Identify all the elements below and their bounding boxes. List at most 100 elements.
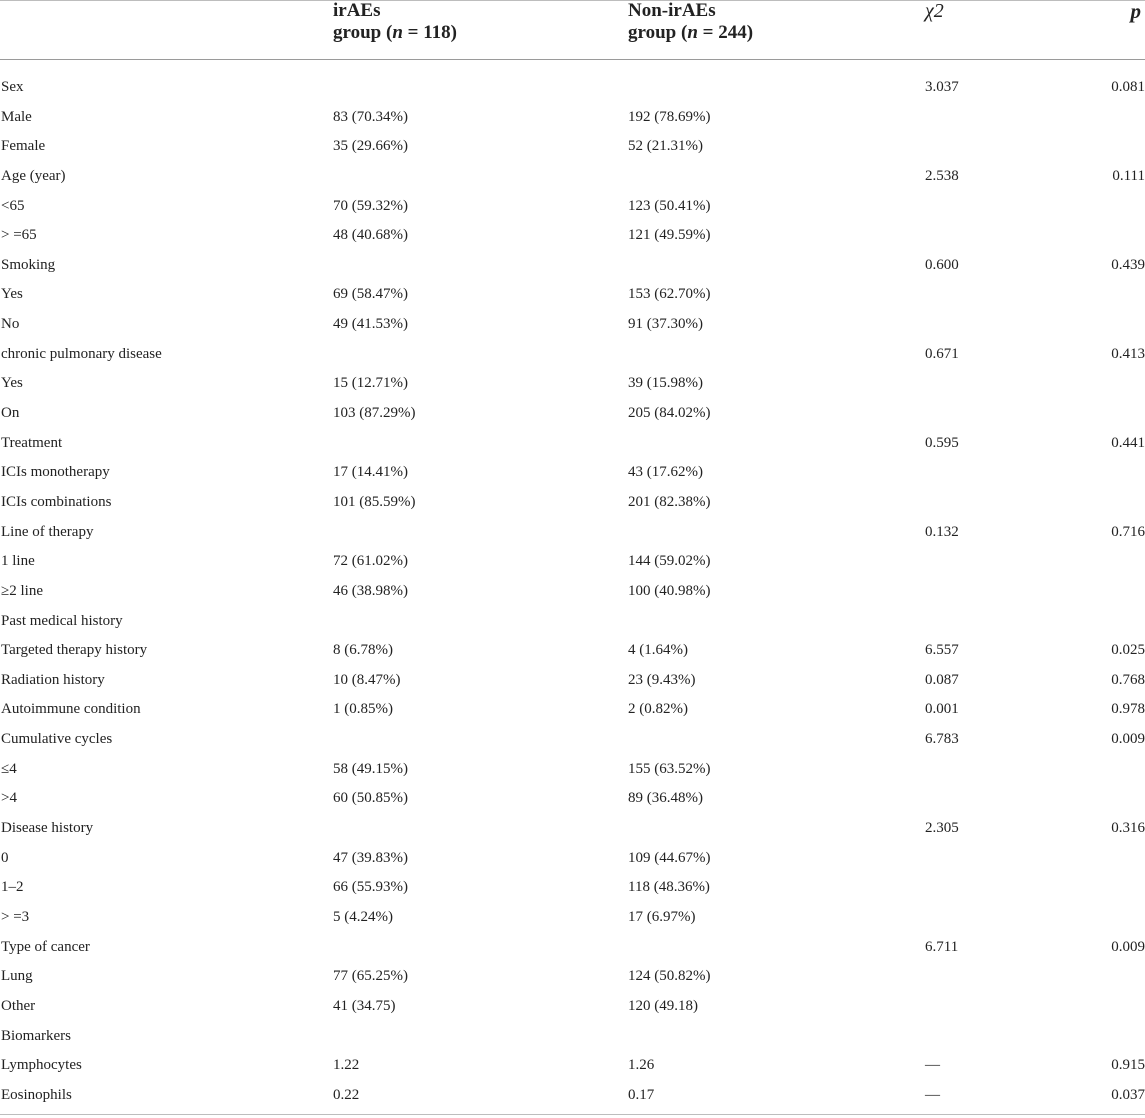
row-label: Female (1, 138, 46, 155)
row-label: On (1, 405, 20, 422)
table-row: ≤4 58 (49.15%) 155 (63.52%) (0, 754, 1145, 784)
header-non-iraes-group: Non-irAEs group (n = 244) (628, 0, 753, 44)
iraes-value: 101 (85.59%) (333, 493, 416, 510)
iraes-value: 10 (8.47%) (333, 671, 401, 688)
chi-square-value: 0.600 (925, 256, 959, 273)
chi-square-value: 6.783 (925, 731, 959, 748)
row-label: Other (1, 997, 36, 1014)
header-non-iraes-n: n (687, 22, 698, 43)
table-row: On 103 (87.29%) 205 (84.02%) (0, 398, 1145, 428)
p-value: 0.111 (1112, 167, 1145, 184)
iraes-value: 58 (49.15%) (333, 760, 408, 777)
row-label: Line of therapy (1, 523, 94, 540)
row-label: Targeted therapy history (1, 642, 148, 659)
chi-square-value: 6.711 (925, 938, 959, 955)
non-iraes-value: 205 (84.02%) (628, 405, 711, 422)
table-row: >4 60 (50.85%) 89 (36.48%) (0, 783, 1145, 813)
p-value: 0.009 (1111, 731, 1145, 748)
p-value: 0.768 (1111, 671, 1145, 688)
row-label: Smoking (1, 256, 56, 273)
table-row: Age (year) 2.538 0.111 (0, 161, 1145, 191)
non-iraes-value: 144 (59.02%) (628, 553, 711, 570)
table-body: Sex 3.037 0.081 Male 83 (70.34%) 192 (78.69%)… (0, 72, 1145, 1109)
iraes-value: 0.22 (333, 1086, 360, 1103)
table-row: Line of therapy 0.132 0.716 (0, 517, 1145, 547)
table-row: 1 line 72 (61.02%) 144 (59.02%) (0, 546, 1145, 576)
row-label: >4 (1, 790, 17, 807)
table-row: Autoimmune condition 1 (0.85%) 2 (0.82%) 0.… (0, 694, 1145, 724)
non-iraes-value: 39 (15.98%) (628, 375, 703, 392)
chi-square-value: 2.538 (925, 167, 959, 184)
iraes-value: 47 (39.83%) (333, 849, 408, 866)
row-label: Male (1, 108, 32, 125)
non-iraes-value: 100 (40.98%) (628, 582, 711, 599)
non-iraes-value: 43 (17.62%) (628, 464, 703, 481)
p-value: 0.037 (1111, 1086, 1145, 1103)
non-iraes-value: 91 (37.30%) (628, 316, 703, 333)
non-iraes-value: 0.17 (628, 1086, 655, 1103)
iraes-value: 60 (50.85%) (333, 790, 408, 807)
row-label: No (1, 316, 20, 333)
iraes-value: 15 (12.71%) (333, 375, 408, 392)
table-row: No 49 (41.53%) 91 (37.30%) (0, 309, 1145, 339)
row-label: Cumulative cycles (1, 731, 113, 748)
table-row: ≥2 line 46 (38.98%) 100 (40.98%) (0, 576, 1145, 606)
non-iraes-value: 52 (21.31%) (628, 138, 703, 155)
chi-square-value: 0.595 (925, 434, 959, 451)
non-iraes-value: 121 (49.59%) (628, 227, 711, 244)
row-label: Autoimmune condition (1, 701, 141, 718)
non-iraes-value: 2 (0.82%) (628, 701, 688, 718)
table-row: Sex 3.037 0.081 (0, 72, 1145, 102)
header-iraes-line2: group (n = 118) (333, 22, 457, 44)
iraes-value: 103 (87.29%) (333, 405, 416, 422)
row-label: ICIs combinations (1, 493, 112, 510)
table-row: > =3 5 (4.24%) 17 (6.97%) (0, 902, 1145, 932)
chi-square-value: 0.132 (925, 523, 959, 540)
p-value: 0.915 (1111, 1057, 1145, 1074)
top-rule (0, 0, 1145, 1)
table-row: Past medical history (0, 606, 1145, 636)
header-iraes-n: n (392, 22, 403, 43)
table-row: Targeted therapy history 8 (6.78%) 4 (1.64… (0, 635, 1145, 665)
iraes-value: 41 (34.75) (333, 997, 396, 1014)
chi-square-value: 6.557 (925, 642, 959, 659)
p-value: 0.413 (1111, 345, 1145, 362)
table-row: Eosinophils 0.22 0.17 — 0.037 (0, 1080, 1145, 1110)
non-iraes-value: 1.26 (628, 1057, 655, 1074)
iraes-value: 69 (58.47%) (333, 286, 408, 303)
header-p-value: p (1131, 0, 1142, 24)
header-non-iraes-line2: group (n = 244) (628, 22, 753, 44)
chi-square-value: — (925, 1057, 940, 1074)
non-iraes-value: 153 (62.70%) (628, 286, 711, 303)
header-non-iraes-pre: group ( (628, 22, 688, 43)
table-row: Lung 77 (65.25%) 124 (50.82%) (0, 961, 1145, 991)
header-non-iraes-post: = 244) (697, 22, 754, 43)
row-label: Treatment (1, 434, 63, 451)
p-value: 0.009 (1111, 938, 1145, 955)
table-row: Lymphocytes 1.22 1.26 — 0.915 (0, 1050, 1145, 1080)
non-iraes-value: 23 (9.43%) (628, 671, 696, 688)
non-iraes-value: 123 (50.41%) (628, 197, 711, 214)
row-label: Yes (1, 375, 23, 392)
non-iraes-value: 155 (63.52%) (628, 760, 711, 777)
iraes-value: 17 (14.41%) (333, 464, 408, 481)
iraes-value: 83 (70.34%) (333, 108, 408, 125)
chi-square-value: 0.671 (925, 345, 959, 362)
iraes-value: 35 (29.66%) (333, 138, 408, 155)
iraes-value: 77 (65.25%) (333, 968, 408, 985)
non-iraes-value: 120 (49.18) (628, 997, 698, 1014)
p-value: 0.025 (1111, 642, 1145, 659)
table-row: Male 83 (70.34%) 192 (78.69%) (0, 102, 1145, 132)
iraes-value: 1 (0.85%) (333, 701, 393, 718)
row-label: 1 line (1, 553, 35, 570)
non-iraes-value: 201 (82.38%) (628, 493, 711, 510)
row-label: Eosinophils (1, 1086, 72, 1103)
row-label: Biomarkers (1, 1027, 71, 1044)
table-row: Yes 69 (58.47%) 153 (62.70%) (0, 279, 1145, 309)
header-rule (0, 59, 1145, 60)
iraes-value: 1.22 (333, 1057, 360, 1074)
header-chi-square: χ2 (925, 0, 944, 23)
row-label: > =3 (1, 908, 30, 925)
chi-square-value: 0.087 (925, 671, 959, 688)
row-label: ≤4 (1, 760, 17, 777)
